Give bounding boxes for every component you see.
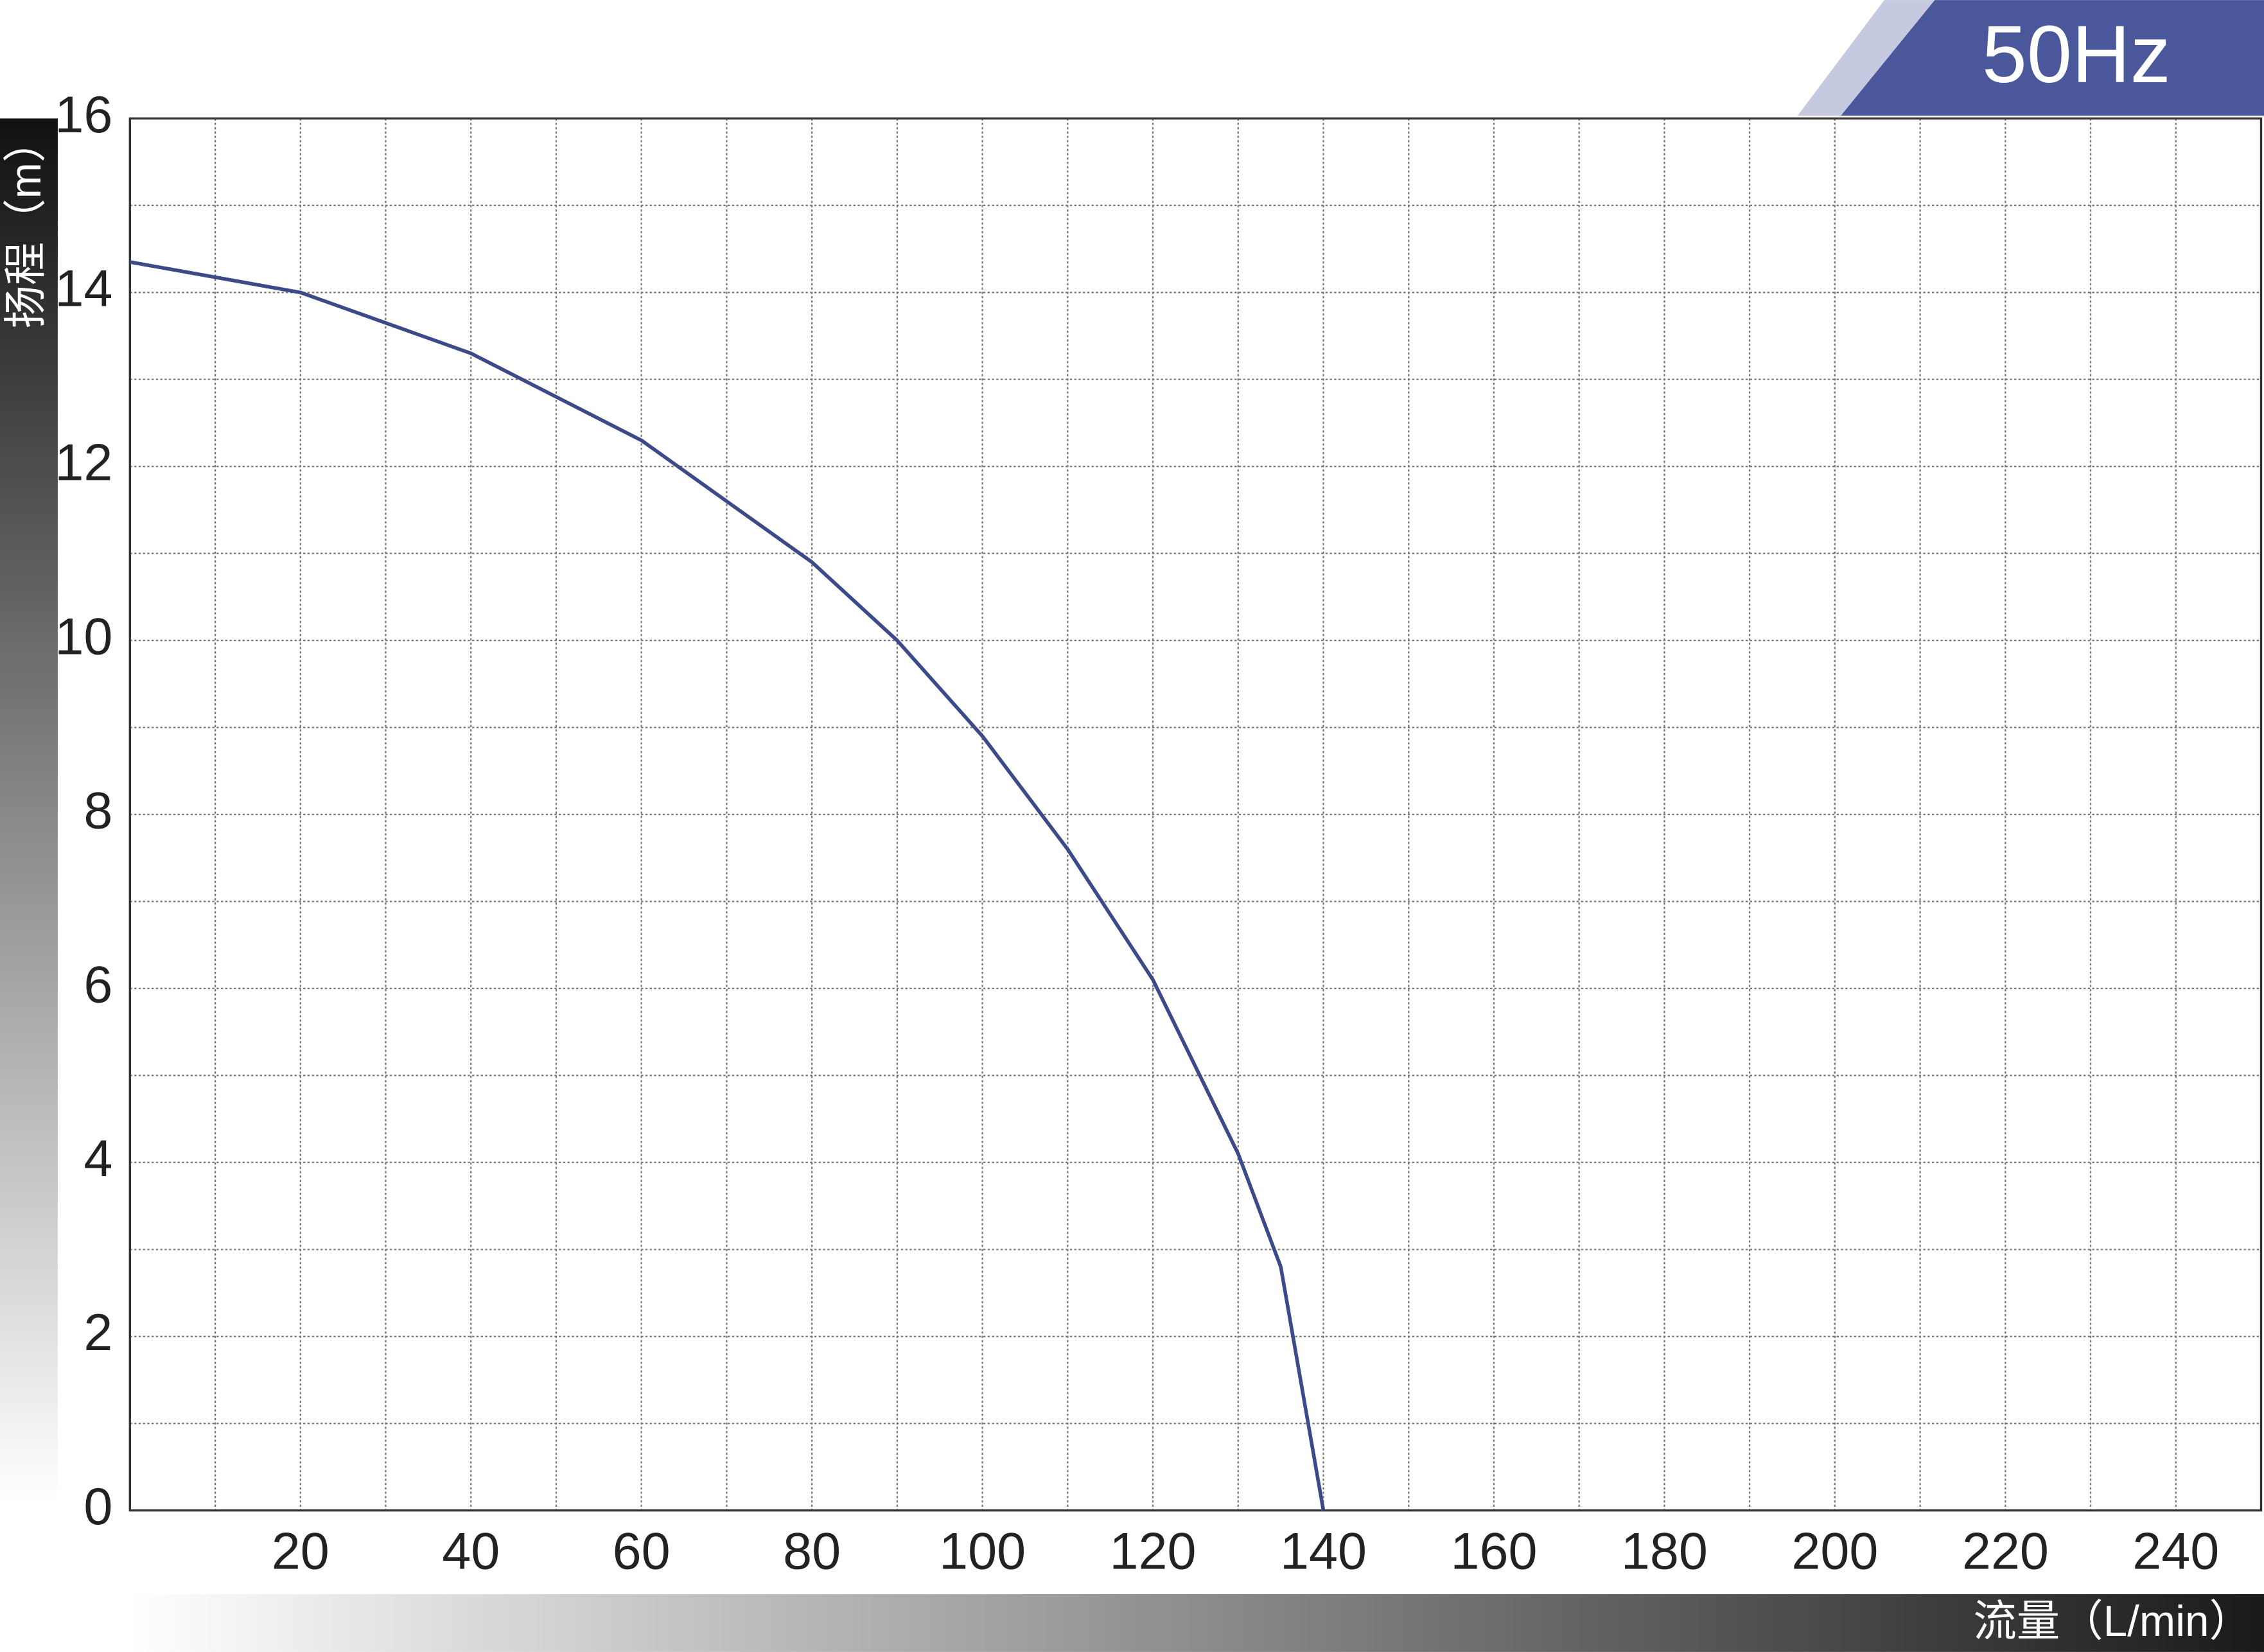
grid [130, 118, 2261, 1511]
y-tick-label: 12 [55, 434, 112, 492]
x-tick-label: 100 [939, 1523, 1026, 1581]
x-tick-label: 120 [1110, 1523, 1197, 1581]
y-label-bar [0, 118, 58, 1505]
x-tick-label: 200 [1791, 1523, 1878, 1581]
x-tick-label: 180 [1621, 1523, 1708, 1581]
y-tick-label: 6 [83, 956, 112, 1014]
badge-text: 50Hz [1982, 9, 2171, 100]
y-tick-label: 0 [83, 1478, 112, 1536]
x-tick-label: 220 [1962, 1523, 2049, 1581]
curve [129, 260, 1326, 1511]
y-axis-label: 扬程（m） [2, 119, 50, 329]
x-label-bar [130, 1594, 2264, 1652]
badge [1841, 0, 2264, 116]
x-tick-label: 20 [272, 1523, 329, 1581]
x-tick-label: 160 [1450, 1523, 1537, 1581]
x-axis-label: 流量（L/min） [1973, 1597, 2252, 1646]
x-tick-label: 140 [1280, 1523, 1367, 1581]
y-tick-label: 14 [55, 260, 112, 318]
y-tick-label: 8 [83, 782, 112, 839]
y-tick-label: 16 [55, 86, 112, 144]
x-tick-label: 60 [613, 1523, 671, 1581]
y-tick-label: 2 [83, 1304, 112, 1362]
x-tick-label: 40 [442, 1523, 500, 1581]
plot [129, 260, 1326, 1511]
x-tick-label: 80 [783, 1523, 841, 1581]
x-tick-label: 240 [2132, 1523, 2219, 1581]
badge-stripe [1797, 0, 1935, 116]
plot-frame [128, 117, 2263, 1512]
y-tick-label: 4 [83, 1130, 112, 1188]
y-tick-label: 10 [55, 608, 112, 665]
